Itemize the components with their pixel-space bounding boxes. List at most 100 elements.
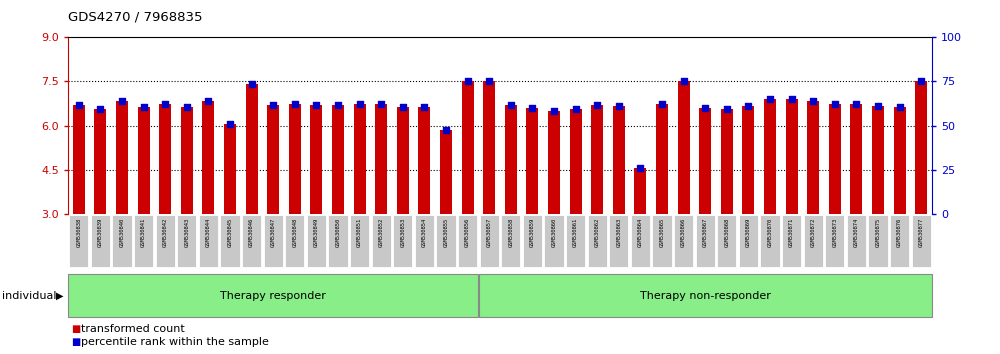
Point <box>92 107 108 112</box>
FancyBboxPatch shape <box>501 215 520 267</box>
Bar <box>224 124 236 214</box>
Text: GSM530875: GSM530875 <box>876 218 880 247</box>
Bar <box>505 105 517 214</box>
Point <box>416 104 432 110</box>
Bar <box>397 107 409 214</box>
Text: GSM530872: GSM530872 <box>811 218 816 247</box>
Text: GSM530846: GSM530846 <box>249 218 254 247</box>
Text: GSM530865: GSM530865 <box>659 218 664 247</box>
Text: GSM530857: GSM530857 <box>487 218 492 247</box>
FancyBboxPatch shape <box>307 215 326 267</box>
Point <box>330 102 346 108</box>
FancyBboxPatch shape <box>825 215 844 267</box>
Bar <box>246 84 258 214</box>
FancyBboxPatch shape <box>696 215 715 267</box>
FancyBboxPatch shape <box>242 215 261 267</box>
Bar <box>548 111 560 214</box>
Point <box>784 96 800 102</box>
Bar <box>375 104 387 214</box>
Point <box>524 105 540 111</box>
FancyBboxPatch shape <box>372 215 391 267</box>
Point <box>589 102 605 108</box>
Bar <box>418 107 430 214</box>
FancyBboxPatch shape <box>782 215 801 267</box>
Bar <box>73 105 85 214</box>
Text: GSM530858: GSM530858 <box>508 218 513 247</box>
Point <box>308 102 324 108</box>
Point <box>676 79 692 84</box>
Point <box>568 107 584 112</box>
FancyBboxPatch shape <box>609 215 628 267</box>
Text: ■: ■ <box>71 324 80 334</box>
FancyBboxPatch shape <box>393 215 412 267</box>
Point <box>848 102 864 107</box>
Bar <box>310 105 322 214</box>
FancyBboxPatch shape <box>156 215 175 267</box>
Bar <box>116 101 128 214</box>
Point <box>136 104 152 110</box>
Bar <box>786 99 798 214</box>
Text: percentile rank within the sample: percentile rank within the sample <box>81 337 269 347</box>
Text: GSM530868: GSM530868 <box>724 218 729 247</box>
Bar <box>699 108 711 214</box>
FancyBboxPatch shape <box>674 215 693 267</box>
Text: Therapy non-responder: Therapy non-responder <box>640 291 771 301</box>
FancyBboxPatch shape <box>652 215 672 267</box>
Text: GSM530867: GSM530867 <box>703 218 708 247</box>
Bar <box>138 107 150 214</box>
FancyBboxPatch shape <box>112 215 132 267</box>
FancyBboxPatch shape <box>285 215 304 267</box>
Text: ▶: ▶ <box>56 291 64 301</box>
FancyBboxPatch shape <box>415 215 434 267</box>
Bar <box>483 81 495 214</box>
Text: GSM530874: GSM530874 <box>854 218 859 247</box>
Text: GSM530845: GSM530845 <box>228 218 232 247</box>
Bar <box>526 108 538 214</box>
FancyBboxPatch shape <box>177 215 196 267</box>
FancyBboxPatch shape <box>91 215 110 267</box>
Point <box>870 104 886 109</box>
FancyBboxPatch shape <box>890 215 909 267</box>
Bar <box>267 105 279 214</box>
Point <box>157 101 173 107</box>
FancyBboxPatch shape <box>912 215 931 267</box>
FancyBboxPatch shape <box>739 215 758 267</box>
Point <box>805 99 821 104</box>
Bar <box>462 81 474 214</box>
FancyBboxPatch shape <box>134 215 153 267</box>
Text: GSM530870: GSM530870 <box>767 218 772 247</box>
Text: GSM530854: GSM530854 <box>422 218 427 247</box>
FancyBboxPatch shape <box>479 274 932 317</box>
Bar <box>181 107 193 214</box>
FancyBboxPatch shape <box>544 215 564 267</box>
Bar <box>570 109 582 214</box>
Point <box>481 79 497 84</box>
FancyBboxPatch shape <box>458 215 477 267</box>
Bar <box>656 104 668 214</box>
Point <box>892 104 908 110</box>
Point <box>697 105 713 111</box>
Point <box>503 102 519 108</box>
Text: transformed count: transformed count <box>81 324 185 334</box>
FancyBboxPatch shape <box>523 215 542 267</box>
Text: GSM530840: GSM530840 <box>120 218 124 247</box>
Bar <box>742 107 754 214</box>
Text: GDS4270 / 7968835: GDS4270 / 7968835 <box>68 11 202 24</box>
FancyBboxPatch shape <box>69 215 88 267</box>
Bar <box>634 169 646 214</box>
Text: GSM530843: GSM530843 <box>184 218 189 247</box>
FancyBboxPatch shape <box>480 215 499 267</box>
Bar <box>332 105 344 214</box>
Point <box>352 102 368 107</box>
Text: GSM530838: GSM530838 <box>76 218 81 247</box>
Text: GSM530849: GSM530849 <box>314 218 319 247</box>
Text: GSM530856: GSM530856 <box>465 218 470 247</box>
Text: GSM530850: GSM530850 <box>336 218 340 247</box>
Text: GSM530869: GSM530869 <box>746 218 751 247</box>
Point <box>265 102 281 108</box>
Text: GSM530859: GSM530859 <box>530 218 535 247</box>
Bar <box>915 81 927 214</box>
Point <box>114 98 130 103</box>
Point <box>632 166 648 171</box>
Bar <box>613 107 625 214</box>
